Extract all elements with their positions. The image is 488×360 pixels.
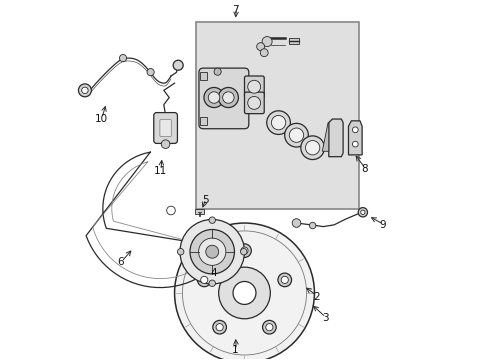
Circle shape [218,267,270,319]
Circle shape [360,210,364,215]
Circle shape [174,223,314,360]
Bar [199,72,206,80]
Circle shape [216,324,223,331]
Circle shape [292,219,300,227]
Circle shape [305,140,319,155]
Circle shape [240,248,246,255]
Text: 11: 11 [153,166,166,176]
Circle shape [190,229,234,274]
Circle shape [208,92,219,103]
Circle shape [200,276,207,283]
Circle shape [289,128,303,142]
Circle shape [237,244,251,257]
Polygon shape [348,121,362,155]
Text: 1: 1 [232,345,238,355]
Circle shape [214,68,221,75]
Circle shape [262,320,276,334]
FancyBboxPatch shape [160,120,171,136]
Circle shape [78,84,91,97]
Circle shape [180,220,244,284]
FancyBboxPatch shape [199,68,248,129]
Polygon shape [322,123,328,151]
Circle shape [81,87,88,94]
Circle shape [277,273,291,287]
Text: 3: 3 [321,313,328,323]
Circle shape [218,87,238,108]
Circle shape [352,141,357,147]
Circle shape [212,320,226,334]
Circle shape [260,49,267,57]
FancyBboxPatch shape [153,113,177,143]
Circle shape [173,60,183,70]
Circle shape [284,123,308,147]
Circle shape [161,140,169,148]
Text: 5: 5 [202,195,208,205]
Circle shape [265,324,272,331]
Text: 9: 9 [379,220,385,230]
Circle shape [271,116,285,130]
Circle shape [352,127,357,133]
Polygon shape [328,119,343,157]
Circle shape [266,111,290,134]
Text: 8: 8 [361,164,367,174]
Circle shape [203,87,224,108]
Circle shape [208,217,215,224]
Text: 2: 2 [312,292,319,302]
FancyBboxPatch shape [244,92,264,114]
Text: 7: 7 [232,5,238,15]
Circle shape [197,273,211,287]
Circle shape [205,245,218,258]
Circle shape [357,208,367,217]
Circle shape [281,276,288,283]
Circle shape [119,54,126,62]
Circle shape [198,238,225,265]
Text: 10: 10 [94,114,107,124]
Circle shape [222,92,234,103]
Text: 6: 6 [117,257,124,267]
Circle shape [300,136,324,159]
Circle shape [233,282,255,305]
Circle shape [166,206,175,215]
Circle shape [241,247,247,254]
Circle shape [247,96,260,109]
Bar [289,38,299,44]
Circle shape [247,80,260,93]
FancyBboxPatch shape [244,76,264,98]
Circle shape [208,280,215,287]
Circle shape [147,68,154,76]
Circle shape [256,42,264,50]
Text: 4: 4 [210,268,217,278]
Bar [195,209,203,214]
Circle shape [309,222,315,229]
Circle shape [177,248,183,255]
Bar [196,22,359,209]
Circle shape [262,37,271,46]
Bar [199,117,206,125]
